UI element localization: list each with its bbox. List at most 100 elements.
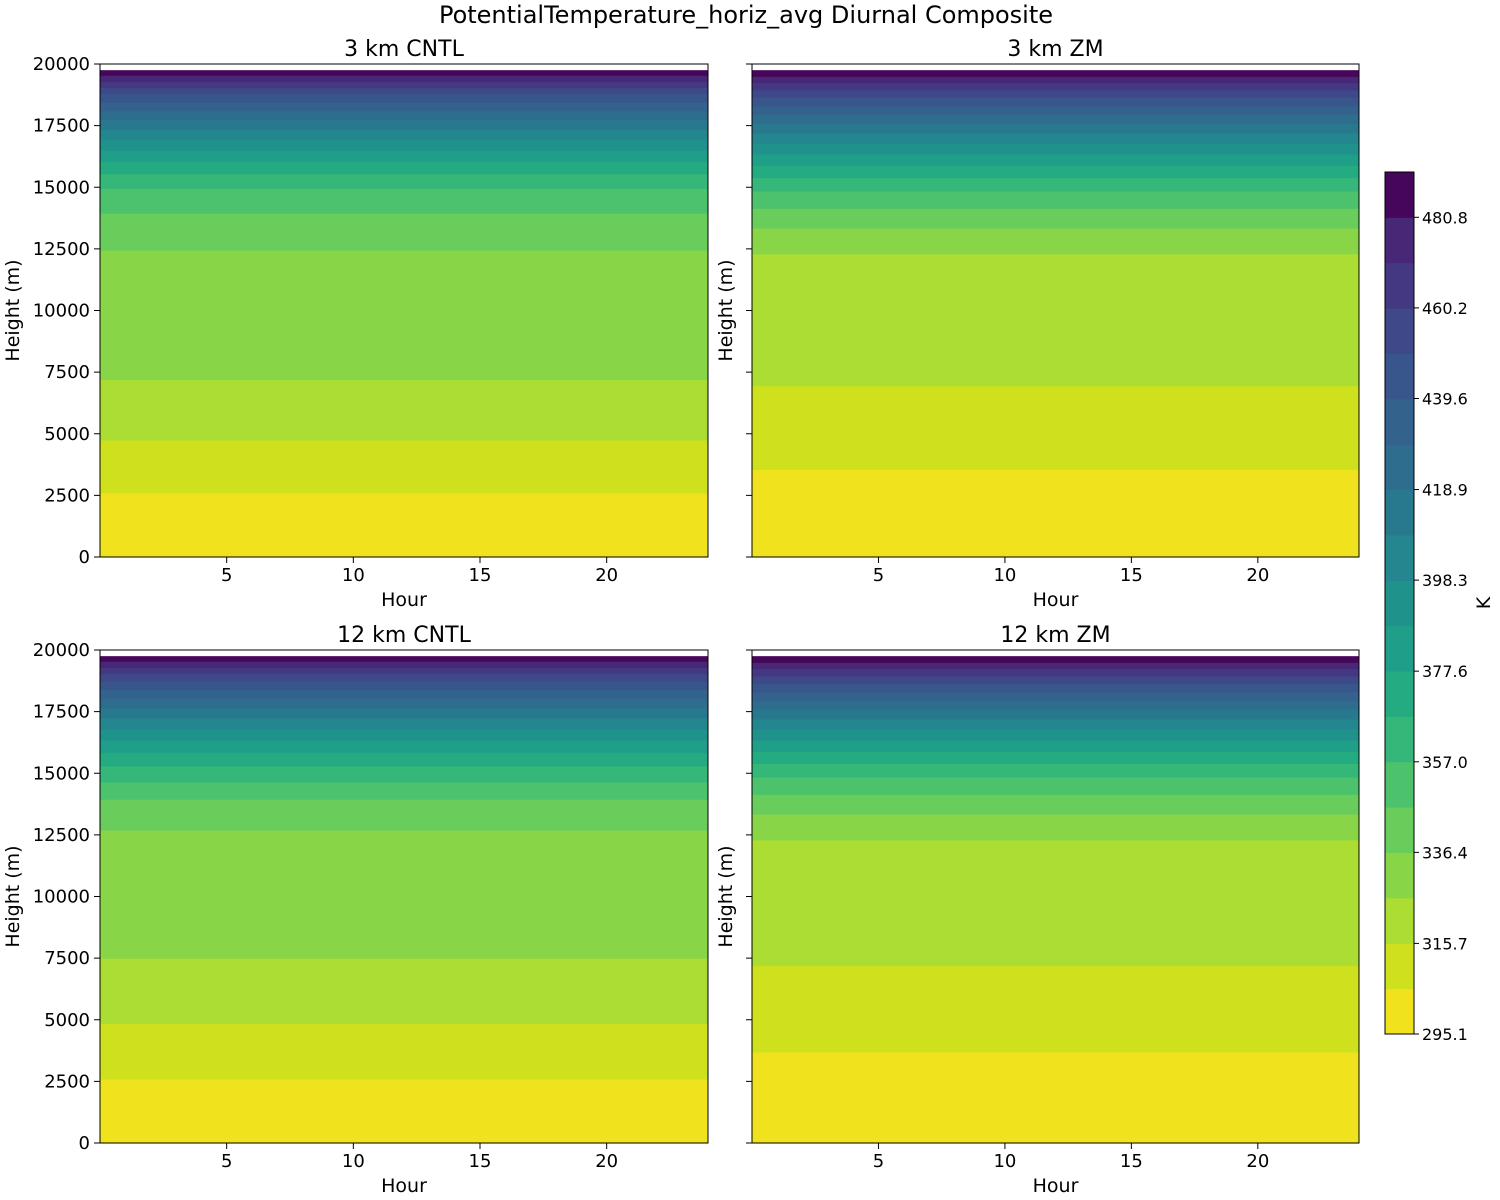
y-tick-label: 20000 xyxy=(33,640,90,661)
colorbar-segment xyxy=(1385,807,1414,854)
contour-band xyxy=(752,709,1359,720)
contour-band xyxy=(752,728,1359,741)
colorbar-segment xyxy=(1385,172,1414,218)
contour-band xyxy=(100,150,708,162)
contour-band xyxy=(100,139,708,151)
x-tick-label: 15 xyxy=(1120,565,1143,586)
contour-band xyxy=(100,102,708,112)
contour-band xyxy=(752,751,1359,764)
y-tick-label: 5000 xyxy=(44,1010,90,1031)
contour-band xyxy=(752,165,1359,178)
colorbar-tick-label: 295.1 xyxy=(1422,1025,1468,1044)
colorbar-tick-label: 418.9 xyxy=(1422,481,1468,500)
contour-band xyxy=(752,76,1359,84)
colorbar-segment xyxy=(1385,444,1414,491)
contour-band xyxy=(100,752,708,767)
colorbar-segment xyxy=(1385,852,1414,899)
contour-band xyxy=(100,75,708,82)
contour-band xyxy=(100,799,708,831)
contour-band xyxy=(100,439,708,494)
panel-2: 3 km ZM 5 10 15 20 Hour Height (m) xyxy=(715,37,1360,611)
contour-band xyxy=(100,680,708,691)
contour-band xyxy=(100,717,708,730)
contour-band xyxy=(752,227,1359,255)
contour-band xyxy=(100,829,708,959)
colorbar-tick-label: 336.4 xyxy=(1422,843,1468,862)
contour-band xyxy=(100,728,708,741)
y-tick-label: 7500 xyxy=(44,362,90,383)
y-axis-label: Height (m) xyxy=(2,259,24,361)
x-axis-label: Hour xyxy=(381,589,427,611)
contour-band xyxy=(100,188,708,214)
colorbar-segment xyxy=(1385,262,1414,309)
contour-band xyxy=(752,675,1359,684)
y-tick-label: 17500 xyxy=(33,702,90,723)
x-tick-label: 20 xyxy=(1246,565,1269,586)
contour-band xyxy=(100,689,708,699)
colorbar-segment xyxy=(1385,943,1414,990)
contour-band xyxy=(100,673,708,682)
colorbar-tick-label: 377.6 xyxy=(1422,662,1468,681)
contour-band xyxy=(752,82,1359,91)
contour-band xyxy=(752,70,1359,77)
colorbar-frame xyxy=(1384,171,1415,1035)
y-tick-label: 10000 xyxy=(33,301,90,322)
y-tick-label: 7500 xyxy=(44,948,90,969)
panel-4: 12 km ZM 5 10 15 20 Hour Height (m) xyxy=(715,623,1360,1197)
contour-band xyxy=(100,1023,708,1080)
contour-band xyxy=(752,133,1359,144)
y-tick-label: 2500 xyxy=(44,485,90,506)
contour-band xyxy=(752,114,1359,124)
contour-band xyxy=(100,781,708,800)
contour-band xyxy=(100,1078,708,1144)
contour-band xyxy=(100,661,708,668)
contour-band xyxy=(752,683,1359,693)
colorbar-tick-label: 439.6 xyxy=(1422,389,1468,408)
figure-title: PotentialTemperature_horiz_avg Diurnal C… xyxy=(439,1,1053,29)
x-tick-label: 15 xyxy=(469,1151,492,1172)
contour-band xyxy=(100,93,708,103)
y-tick-label: 5000 xyxy=(44,424,90,445)
contour-band xyxy=(100,173,708,190)
panel-title: 3 km CNTL xyxy=(344,37,464,62)
y-tick-label: 15000 xyxy=(33,177,90,198)
contour-band xyxy=(752,105,1359,116)
contour-band xyxy=(752,469,1359,558)
contour-band xyxy=(100,250,708,381)
x-tick-label: 5 xyxy=(873,565,884,586)
contour-band xyxy=(752,153,1359,166)
y-tick-label: 12500 xyxy=(33,239,90,260)
colorbar-segment xyxy=(1385,625,1414,672)
contour-band xyxy=(752,190,1359,209)
x-tick-label: 10 xyxy=(993,1151,1016,1172)
panel-title: 12 km CNTL xyxy=(337,623,471,648)
contour-band xyxy=(100,110,708,121)
y-axis-label: Height (m) xyxy=(715,845,737,947)
contour-band xyxy=(752,700,1359,710)
contour-band xyxy=(100,213,708,251)
contour-band xyxy=(100,707,708,719)
x-tick-label: 10 xyxy=(993,565,1016,586)
contour-band xyxy=(100,119,708,130)
contour-band xyxy=(100,667,708,675)
colorbar-tick-label: 480.8 xyxy=(1422,208,1468,227)
x-axis-label: Hour xyxy=(1033,1175,1079,1197)
contour-band xyxy=(752,123,1359,134)
x-tick-label: 15 xyxy=(469,565,492,586)
colorbar-tick-label: 315.7 xyxy=(1422,934,1468,953)
y-tick-label: 0 xyxy=(79,547,90,568)
colorbar-tick-label: 398.3 xyxy=(1422,571,1468,590)
contour-band xyxy=(752,794,1359,815)
colorbar-label: K xyxy=(1473,596,1495,609)
contour-band xyxy=(752,776,1359,795)
colorbar-segment xyxy=(1385,308,1414,354)
colorbar-segment xyxy=(1385,761,1414,808)
colorbar-tick-label: 357.0 xyxy=(1422,753,1468,772)
x-tick-label: 20 xyxy=(595,565,618,586)
colorbar-segment xyxy=(1385,217,1414,264)
contour-band xyxy=(752,89,1359,98)
contour-band xyxy=(100,656,708,662)
colorbar-segment xyxy=(1385,897,1414,944)
panel-title: 3 km ZM xyxy=(1007,37,1103,62)
